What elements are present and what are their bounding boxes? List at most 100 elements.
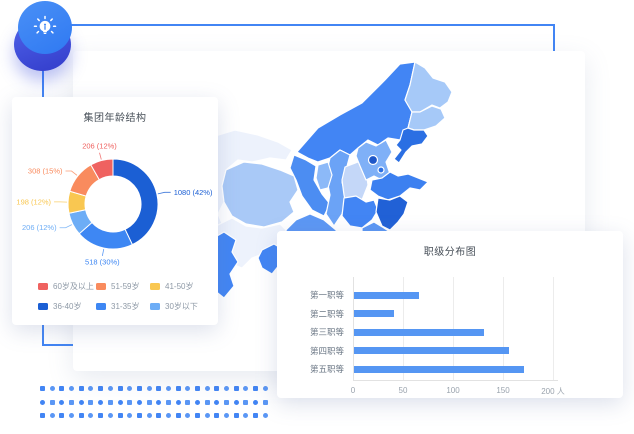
age-donut-chart[interactable]: 1080 (42%) 518 (30%) 206 (12%) 198 (12%) 308…: [12, 125, 218, 277]
legend-item[interactable]: 51-59岁: [96, 281, 150, 292]
legend-label: 31-35岁: [111, 302, 140, 311]
legend-item[interactable]: 30岁以下: [150, 301, 210, 312]
dot: [107, 413, 113, 418]
dot: [78, 413, 84, 418]
bar-grid-line: [553, 277, 554, 380]
dot: [185, 399, 191, 405]
dot: [195, 413, 200, 418]
connector-vertical-line-right: [553, 24, 555, 52]
donut-label-line: [157, 191, 171, 195]
dot: [156, 413, 162, 418]
dot: [136, 413, 142, 418]
dot: [253, 399, 259, 405]
donut-segment-label: 206 (12%): [22, 223, 57, 232]
age-structure-card: 集团年龄结构 1080 (42%) 518 (30%) 206 (12%) 198 (…: [12, 97, 218, 325]
map-region-henan[interactable]: [341, 195, 379, 229]
map-region-ningxia[interactable]: [315, 161, 333, 191]
map-region-beijing[interactable]: [367, 154, 379, 166]
dot: [69, 386, 75, 391]
legend-label: 51-59岁: [111, 282, 140, 291]
map-region-shandong[interactable]: [369, 171, 429, 201]
map-region-liaoning[interactable]: [393, 127, 429, 164]
dot: [117, 399, 123, 405]
bar-category-label: 第二职等: [309, 308, 344, 319]
x-axis-tick-label: 150: [496, 386, 510, 395]
dot: [156, 386, 162, 391]
dot: [243, 413, 249, 418]
bar[interactable]: [354, 347, 509, 354]
dot: [88, 386, 94, 391]
x-axis-line: [353, 380, 558, 381]
dot: [78, 386, 84, 391]
dot: [49, 386, 55, 391]
dot: [195, 386, 200, 391]
dot: [78, 399, 84, 405]
donut-segment-label: 308 (15%): [28, 167, 63, 176]
dot: [98, 413, 104, 418]
dot-row: [40, 386, 268, 391]
level-chart-title: 职级分布图: [423, 247, 477, 258]
dot: [233, 399, 239, 405]
legend-item[interactable]: 60岁及以上: [38, 281, 96, 292]
dot: [98, 386, 104, 391]
map-region-jiangsu[interactable]: [375, 195, 409, 231]
bar[interactable]: [354, 310, 394, 317]
legend-label: 36-40岁: [53, 302, 82, 311]
bar-grid-line: [503, 277, 504, 380]
bar[interactable]: [354, 365, 524, 373]
dot: [233, 413, 239, 418]
dot: [262, 386, 268, 391]
age-chart-title: 集团年龄结构: [83, 113, 147, 124]
donut-label-line: [59, 224, 73, 229]
bar[interactable]: [354, 291, 419, 299]
donut-segment[interactable]: [90, 158, 114, 181]
dot: [59, 386, 65, 391]
x-axis-tick-label: 200 人: [541, 387, 565, 396]
legend-item[interactable]: 41-50岁: [150, 281, 210, 292]
map-region-qinghai[interactable]: [221, 161, 299, 228]
dot: [107, 386, 113, 391]
donut-segment-label: 1080 (42%): [174, 188, 213, 197]
legend-label: 60岁及以上: [53, 282, 94, 291]
dot: [107, 399, 113, 405]
map-region-tianjin[interactable]: [377, 166, 385, 174]
hero-icon-circle: [18, 1, 72, 54]
dots-pattern: [40, 386, 268, 427]
lightbulb-icon: [33, 15, 57, 34]
x-axis-tick-label: 0: [350, 386, 356, 395]
connector-horizontal-line: [70, 24, 555, 26]
dot: [40, 413, 45, 418]
dot: [253, 413, 259, 418]
dot-row: [40, 413, 268, 418]
legend-swatch: [38, 303, 48, 310]
dot: [185, 413, 191, 418]
dot: [40, 386, 45, 391]
dot: [175, 386, 181, 391]
level-bar-chart[interactable]: 0 50 100 150 200 人 第一职等 第二职等 第三职等 第四职等 第五职等: [310, 277, 565, 396]
donut-segment-label: 518 (30%): [85, 257, 120, 266]
legend-item[interactable]: 36-40岁: [38, 301, 96, 312]
connector-vertical-line-icon: [42, 48, 44, 98]
dot: [243, 386, 249, 391]
donut-label-line: [99, 152, 102, 160]
legend-item[interactable]: 31-35岁: [96, 301, 150, 312]
bar[interactable]: [354, 328, 484, 336]
donut-label-line: [101, 248, 105, 256]
dot: [156, 399, 162, 405]
dot: [49, 399, 55, 405]
x-axis-tick-label: 100: [446, 386, 460, 395]
dot: [214, 399, 220, 405]
dot: [175, 399, 181, 405]
donut-segment-label: 206 (12%): [82, 142, 117, 151]
map-region-heilongjiang[interactable]: [404, 61, 453, 113]
dot: [253, 386, 259, 391]
dot: [146, 399, 152, 405]
dot: [262, 413, 268, 418]
dot: [214, 413, 220, 418]
dot: [49, 413, 55, 418]
level-distribution-card: 职级分布图 0 50 100 150 200 人 第一职等 第二职等 第三职等 第四职等 第五职等: [277, 231, 623, 398]
dot: [204, 413, 210, 418]
legend-label: 41-50岁: [165, 282, 194, 291]
legend-swatch: [38, 283, 48, 290]
